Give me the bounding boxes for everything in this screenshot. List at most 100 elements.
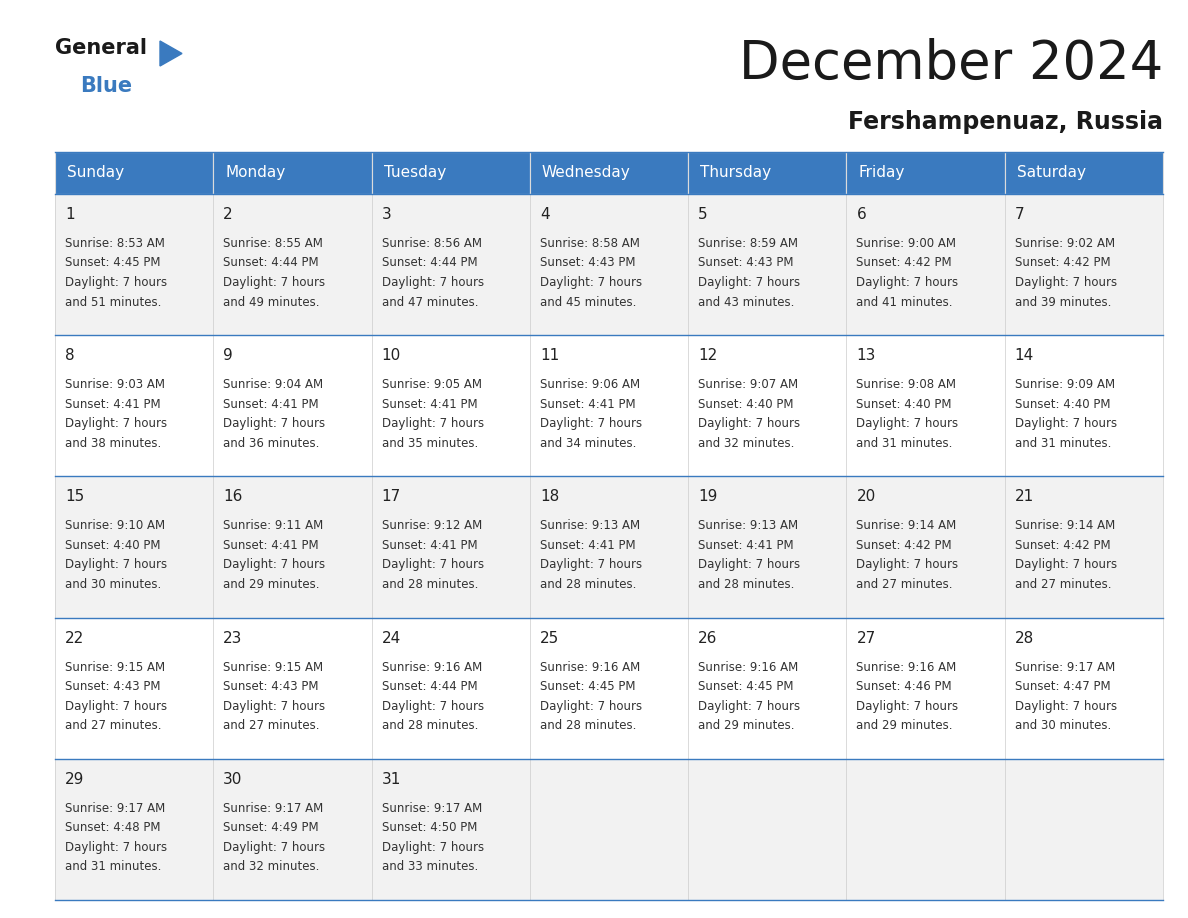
Text: Sunrise: 9:07 AM: Sunrise: 9:07 AM (699, 378, 798, 391)
Text: 21: 21 (1015, 489, 1034, 504)
Text: Thursday: Thursday (700, 165, 771, 181)
Text: 4: 4 (539, 207, 550, 222)
Text: Wednesday: Wednesday (542, 165, 631, 181)
Text: Sunrise: 9:00 AM: Sunrise: 9:00 AM (857, 237, 956, 250)
Text: Daylight: 7 hours: Daylight: 7 hours (381, 558, 484, 571)
Text: Sunset: 4:44 PM: Sunset: 4:44 PM (381, 256, 478, 270)
Text: and 29 minutes.: and 29 minutes. (857, 719, 953, 732)
Text: 16: 16 (223, 489, 242, 504)
Text: 20: 20 (857, 489, 876, 504)
Text: 5: 5 (699, 207, 708, 222)
Text: Sunrise: 8:55 AM: Sunrise: 8:55 AM (223, 237, 323, 250)
Text: Sunday: Sunday (67, 165, 124, 181)
Text: Sunrise: 8:56 AM: Sunrise: 8:56 AM (381, 237, 481, 250)
Text: and 27 minutes.: and 27 minutes. (857, 578, 953, 591)
Bar (1005, 152, 1163, 194)
Text: Daylight: 7 hours: Daylight: 7 hours (223, 558, 326, 571)
Bar (846, 152, 1005, 194)
Text: Daylight: 7 hours: Daylight: 7 hours (539, 700, 642, 712)
Text: and 45 minutes.: and 45 minutes. (539, 296, 637, 308)
Text: and 43 minutes.: and 43 minutes. (699, 296, 795, 308)
Text: Sunrise: 9:16 AM: Sunrise: 9:16 AM (699, 661, 798, 674)
Text: and 30 minutes.: and 30 minutes. (1015, 719, 1111, 732)
Text: and 41 minutes.: and 41 minutes. (857, 296, 953, 308)
Text: and 27 minutes.: and 27 minutes. (65, 719, 162, 732)
Text: and 47 minutes.: and 47 minutes. (381, 296, 478, 308)
Bar (372, 152, 530, 194)
Text: and 28 minutes.: and 28 minutes. (381, 578, 478, 591)
Text: and 32 minutes.: and 32 minutes. (223, 860, 320, 873)
Text: Sunset: 4:43 PM: Sunset: 4:43 PM (65, 680, 160, 693)
Text: Daylight: 7 hours: Daylight: 7 hours (65, 417, 168, 431)
Text: Daylight: 7 hours: Daylight: 7 hours (381, 417, 484, 431)
Text: and 36 minutes.: and 36 minutes. (223, 437, 320, 450)
Text: Sunset: 4:47 PM: Sunset: 4:47 PM (1015, 680, 1111, 693)
Text: Daylight: 7 hours: Daylight: 7 hours (1015, 558, 1117, 571)
Text: and 39 minutes.: and 39 minutes. (1015, 296, 1111, 308)
Text: Monday: Monday (226, 165, 285, 181)
Text: Sunset: 4:41 PM: Sunset: 4:41 PM (381, 539, 478, 552)
Text: Sunrise: 9:14 AM: Sunrise: 9:14 AM (857, 520, 956, 532)
Text: Sunrise: 9:13 AM: Sunrise: 9:13 AM (699, 520, 798, 532)
Bar (55, 476, 1163, 618)
Bar (214, 152, 372, 194)
Text: Sunset: 4:40 PM: Sunset: 4:40 PM (857, 397, 952, 410)
Text: and 28 minutes.: and 28 minutes. (699, 578, 795, 591)
Text: 8: 8 (65, 348, 75, 364)
Text: Sunset: 4:43 PM: Sunset: 4:43 PM (539, 256, 636, 270)
Text: 27: 27 (857, 631, 876, 645)
Text: Daylight: 7 hours: Daylight: 7 hours (223, 700, 326, 712)
Text: Sunrise: 9:05 AM: Sunrise: 9:05 AM (381, 378, 481, 391)
Text: Daylight: 7 hours: Daylight: 7 hours (223, 417, 326, 431)
Text: Blue: Blue (80, 76, 132, 96)
Text: Sunset: 4:48 PM: Sunset: 4:48 PM (65, 822, 160, 834)
Text: 26: 26 (699, 631, 718, 645)
Text: 30: 30 (223, 772, 242, 787)
Text: Sunrise: 9:16 AM: Sunrise: 9:16 AM (539, 661, 640, 674)
Text: Daylight: 7 hours: Daylight: 7 hours (65, 558, 168, 571)
Text: and 27 minutes.: and 27 minutes. (1015, 578, 1111, 591)
Bar (688, 152, 846, 194)
Text: 2: 2 (223, 207, 233, 222)
Text: Sunset: 4:40 PM: Sunset: 4:40 PM (1015, 397, 1111, 410)
Text: 22: 22 (65, 631, 84, 645)
Text: Sunrise: 9:06 AM: Sunrise: 9:06 AM (539, 378, 640, 391)
Text: Sunset: 4:41 PM: Sunset: 4:41 PM (539, 539, 636, 552)
Text: Sunrise: 9:15 AM: Sunrise: 9:15 AM (65, 661, 165, 674)
Text: and 35 minutes.: and 35 minutes. (381, 437, 478, 450)
Text: and 29 minutes.: and 29 minutes. (223, 578, 320, 591)
Text: Sunset: 4:42 PM: Sunset: 4:42 PM (1015, 256, 1111, 270)
Text: Sunset: 4:49 PM: Sunset: 4:49 PM (223, 822, 318, 834)
Text: and 51 minutes.: and 51 minutes. (65, 296, 162, 308)
Text: Daylight: 7 hours: Daylight: 7 hours (1015, 417, 1117, 431)
Text: Sunrise: 9:17 AM: Sunrise: 9:17 AM (223, 801, 323, 815)
Bar (55, 152, 214, 194)
Text: 9: 9 (223, 348, 233, 364)
Text: Sunset: 4:45 PM: Sunset: 4:45 PM (65, 256, 160, 270)
Text: Sunset: 4:41 PM: Sunset: 4:41 PM (699, 539, 794, 552)
Polygon shape (160, 41, 182, 66)
Text: Sunset: 4:44 PM: Sunset: 4:44 PM (381, 680, 478, 693)
Text: Daylight: 7 hours: Daylight: 7 hours (65, 700, 168, 712)
Text: 10: 10 (381, 348, 400, 364)
Text: Sunset: 4:40 PM: Sunset: 4:40 PM (699, 397, 794, 410)
Text: December 2024: December 2024 (739, 38, 1163, 90)
Bar (55, 194, 1163, 335)
Text: 6: 6 (857, 207, 866, 222)
Text: Sunset: 4:41 PM: Sunset: 4:41 PM (65, 397, 160, 410)
Text: Sunset: 4:42 PM: Sunset: 4:42 PM (857, 539, 952, 552)
Text: Daylight: 7 hours: Daylight: 7 hours (857, 558, 959, 571)
Text: Daylight: 7 hours: Daylight: 7 hours (857, 417, 959, 431)
Text: 7: 7 (1015, 207, 1024, 222)
Text: Daylight: 7 hours: Daylight: 7 hours (381, 841, 484, 854)
Text: Sunset: 4:42 PM: Sunset: 4:42 PM (1015, 539, 1111, 552)
Text: Daylight: 7 hours: Daylight: 7 hours (381, 700, 484, 712)
Text: 29: 29 (65, 772, 84, 787)
Text: Daylight: 7 hours: Daylight: 7 hours (381, 276, 484, 289)
Text: Sunset: 4:40 PM: Sunset: 4:40 PM (65, 539, 160, 552)
Text: Daylight: 7 hours: Daylight: 7 hours (65, 841, 168, 854)
Text: 17: 17 (381, 489, 400, 504)
Text: Sunset: 4:41 PM: Sunset: 4:41 PM (381, 397, 478, 410)
Text: and 27 minutes.: and 27 minutes. (223, 719, 320, 732)
Text: Sunrise: 9:11 AM: Sunrise: 9:11 AM (223, 520, 323, 532)
